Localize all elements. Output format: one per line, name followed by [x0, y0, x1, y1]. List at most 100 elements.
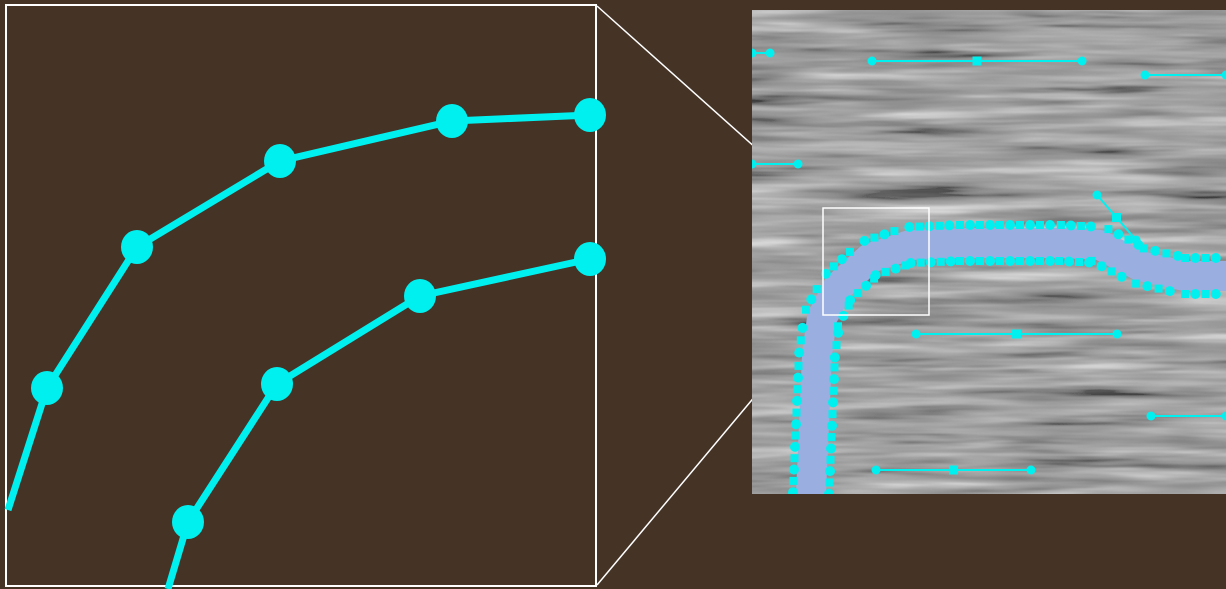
band-edge-dot [825, 466, 835, 476]
band-edge-dot [1190, 253, 1200, 263]
band-edge-square [1055, 257, 1063, 265]
zoom-node [404, 279, 436, 313]
band-edge-square [1036, 257, 1044, 265]
band-edge-square [870, 234, 878, 242]
band-edge-dot [788, 487, 798, 497]
band-edge-square [795, 362, 803, 370]
band-edge-square [935, 222, 943, 230]
band-edge-dot [1117, 272, 1127, 282]
band-edge-dot [1005, 256, 1015, 266]
band-edge-square [1016, 221, 1024, 229]
band-edge-dot [829, 374, 839, 384]
stroke-endpoint [868, 57, 877, 66]
band-edge-dot [871, 270, 881, 280]
band-edge-square [1088, 257, 1096, 265]
zoom-view-frame [6, 5, 596, 586]
stroke-midpoint [973, 57, 982, 66]
band-edge-square [976, 221, 984, 229]
band-edge-dot [824, 489, 834, 499]
band-edge-dot [985, 256, 995, 266]
band-edge-square [793, 409, 801, 417]
zoom-node [121, 230, 153, 264]
band-edge-dot [859, 236, 869, 246]
band-edge-dot [1142, 281, 1152, 291]
band-edge-dot [789, 465, 799, 475]
band-edge-dot [1066, 221, 1076, 231]
stroke-midpoint [1112, 213, 1121, 222]
zoom-node [574, 242, 606, 276]
stroke-endpoint [1093, 191, 1102, 200]
band-edge-dot [1025, 256, 1035, 266]
band-edge-square [1140, 244, 1148, 252]
band-edge-dot [792, 396, 802, 406]
zoom-node [574, 98, 606, 132]
band-edge-dot [926, 257, 936, 267]
band-edge-dot [791, 419, 801, 429]
stroke-midpoint [1012, 330, 1021, 339]
band-edge-square [1202, 254, 1210, 262]
band-edge-dot [838, 311, 848, 321]
band-edge-dot [965, 220, 975, 230]
band-edge-square [833, 341, 841, 349]
band-edge-dot [1045, 256, 1055, 266]
band-edge-dot [1025, 220, 1035, 230]
band-edge-square [829, 410, 837, 418]
stroke-endpoint [766, 49, 775, 58]
band-edge-dot [1045, 220, 1055, 230]
band-edge-square [890, 227, 898, 235]
band-edge-dot [828, 397, 838, 407]
band-edge-square [827, 456, 835, 464]
band-edge-dot [946, 256, 956, 266]
band-edge-dot [806, 294, 816, 304]
band-edge-dot [906, 258, 916, 268]
zoom-inner-curve [168, 259, 590, 589]
band-edge-dot [1064, 257, 1074, 267]
band-edge-square [802, 306, 810, 314]
band-edge-square [813, 285, 821, 293]
band-edge-dot [790, 442, 800, 452]
stroke-endpoint [1132, 236, 1141, 245]
band-edge-dot [879, 229, 889, 239]
band-edge-square [792, 432, 800, 440]
band-edge-dot [1211, 253, 1221, 263]
band-edge-square [846, 248, 854, 256]
band-edge-square [1162, 249, 1170, 257]
band-edge-dot [793, 373, 803, 383]
band-edge-dot [904, 222, 914, 232]
stroke-endpoint [748, 49, 757, 58]
band-edge-dot [1190, 289, 1200, 299]
band-edge-square [828, 433, 836, 441]
band-edge-square [831, 363, 839, 371]
band-edge-square [1104, 225, 1112, 233]
zoom-outer-curve [8, 115, 590, 510]
band-edge-dot [1150, 246, 1160, 256]
band-edge-dot [1211, 289, 1221, 299]
band-edge-square [1132, 280, 1140, 288]
band-edge-dot [944, 220, 954, 230]
band-edge-square [996, 221, 1004, 229]
zoom-nodes [31, 98, 606, 539]
zoom-node [436, 104, 468, 138]
band-edge-dot [1086, 222, 1096, 232]
band-edge-dot [1165, 286, 1175, 296]
stroke-endpoint [1027, 466, 1036, 475]
zoom-node [261, 367, 293, 401]
band-edge-square [915, 223, 923, 231]
band-edge-square [1181, 254, 1189, 262]
band-edge-dot [1113, 229, 1123, 239]
band-edge-square [794, 385, 802, 393]
band-edge-dot [830, 352, 840, 362]
zoom-node [264, 144, 296, 178]
zoom-node [31, 371, 63, 405]
band-edge-dot [798, 323, 808, 333]
band-edge-dot [794, 348, 804, 358]
zoom-view [6, 5, 606, 589]
zoom-node [172, 505, 204, 539]
stroke-midpoint [949, 466, 958, 475]
band-edge-square [1077, 222, 1085, 230]
band-edge-dot [826, 444, 836, 454]
band-edge-dot [861, 281, 871, 291]
stroke-endpoint [1113, 330, 1122, 339]
texture-panel [748, 10, 1226, 499]
